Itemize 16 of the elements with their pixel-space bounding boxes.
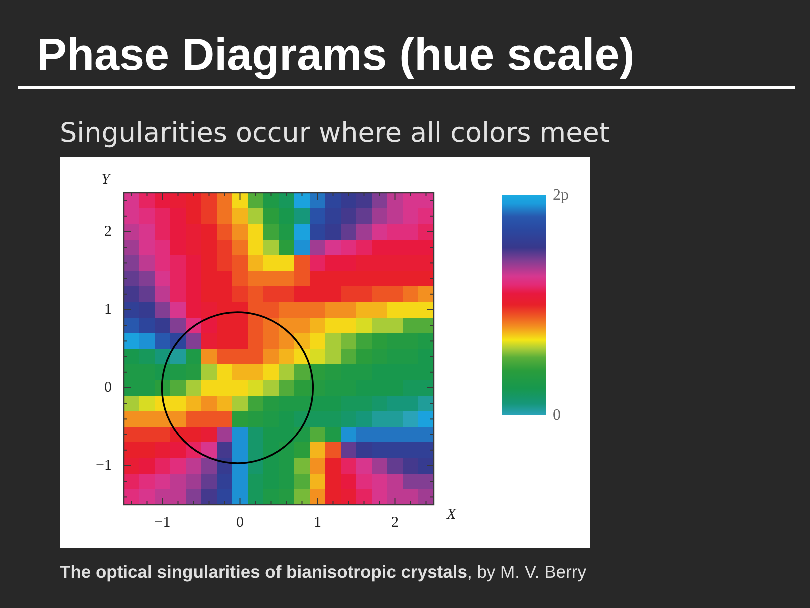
x-tick-label: 2 bbox=[392, 515, 399, 531]
y-tick-label: 2 bbox=[104, 224, 112, 240]
color-bar-label: 2p bbox=[553, 186, 569, 204]
color-bar-label: 0 bbox=[553, 406, 561, 424]
chart-subtitle: Singularities occur where all colors meet bbox=[60, 118, 610, 149]
x-axis-title: X bbox=[446, 507, 457, 523]
text: The optical singularities of bianisotropic crystals bbox=[60, 562, 468, 582]
chart-title: Phase Diagrams (hue scale) bbox=[37, 29, 635, 80]
x-tick-label: 0 bbox=[236, 515, 244, 531]
x-tick-label: 1 bbox=[314, 515, 322, 531]
text: , by M. V. Berry bbox=[467, 562, 587, 582]
y-tick-label: −1 bbox=[96, 458, 112, 474]
x-tick-label: −1 bbox=[154, 515, 171, 531]
y-axis-title: Y bbox=[102, 172, 112, 188]
y-tick-label: 1 bbox=[104, 302, 112, 318]
y-tick-label: 0 bbox=[104, 380, 112, 396]
